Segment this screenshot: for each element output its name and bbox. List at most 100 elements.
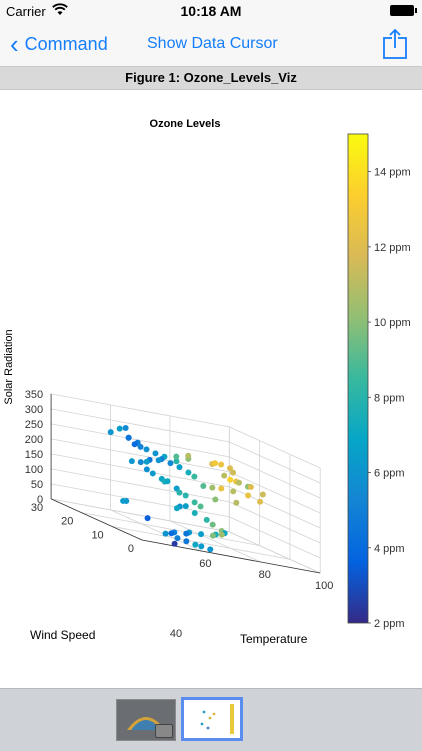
data-point[interactable] xyxy=(209,484,216,491)
data-point[interactable] xyxy=(203,516,210,523)
data-point[interactable] xyxy=(168,530,175,537)
x-tick-label: 100 xyxy=(315,580,333,592)
data-point[interactable] xyxy=(131,441,138,448)
data-point[interactable] xyxy=(212,496,219,503)
data-point[interactable] xyxy=(182,503,189,510)
thumbnail-figure-ozone[interactable] xyxy=(181,697,243,741)
back-button[interactable]: ‹ Command xyxy=(10,22,108,66)
data-point[interactable] xyxy=(162,530,169,537)
data-point[interactable] xyxy=(164,478,171,485)
grid-line xyxy=(51,498,230,533)
data-point[interactable] xyxy=(221,472,228,479)
y-tick-label: 30 xyxy=(31,502,43,514)
data-point[interactable] xyxy=(183,538,190,545)
wind-speed-axis xyxy=(50,498,143,541)
status-bar: Carrier 10:18 AM xyxy=(0,0,422,22)
data-point[interactable] xyxy=(173,453,180,460)
scatter-thumbnail-icon xyxy=(200,704,234,734)
data-point[interactable] xyxy=(209,521,216,528)
y-tick-label: 20 xyxy=(61,516,73,528)
colorbar-tick-label: 6 ppm xyxy=(374,468,405,480)
data-point[interactable] xyxy=(192,541,199,548)
figure-thumbnail-bar xyxy=(0,688,422,751)
data-point[interactable] xyxy=(259,491,266,498)
back-button-label: Command xyxy=(24,33,108,54)
z-tick-label: 150 xyxy=(25,449,43,461)
data-point[interactable] xyxy=(183,530,190,537)
data-point[interactable] xyxy=(198,531,205,538)
clock: 10:18 AM xyxy=(180,3,242,19)
thumbnail-figure-surface[interactable] xyxy=(116,699,176,741)
data-point[interactable] xyxy=(185,469,192,476)
data-point[interactable] xyxy=(171,540,178,547)
figure-title: Figure 1: Ozone_Levels_Viz xyxy=(0,66,422,90)
data-point[interactable] xyxy=(155,457,162,464)
share-icon[interactable] xyxy=(382,28,408,60)
data-point[interactable] xyxy=(120,497,127,504)
data-point[interactable] xyxy=(107,429,114,436)
data-point[interactable] xyxy=(212,460,219,467)
data-point[interactable] xyxy=(176,489,183,496)
grid-line xyxy=(169,520,261,563)
data-point[interactable] xyxy=(218,485,225,492)
data-point[interactable] xyxy=(233,499,240,506)
show-data-cursor-button[interactable]: Show Data Cursor xyxy=(147,35,278,52)
data-point[interactable] xyxy=(173,458,180,465)
data-point[interactable] xyxy=(197,503,204,510)
z-tick-label: 0 xyxy=(37,494,43,506)
data-point[interactable] xyxy=(173,505,180,512)
data-point[interactable] xyxy=(149,470,156,477)
data-point[interactable] xyxy=(137,443,144,450)
data-point[interactable] xyxy=(218,531,225,538)
colorbar-tick-label: 10 ppm xyxy=(374,317,411,329)
data-point[interactable] xyxy=(198,543,205,550)
data-point[interactable] xyxy=(245,492,252,499)
data-point[interactable] xyxy=(137,459,144,466)
data-point[interactable] xyxy=(182,492,189,499)
grid-line xyxy=(229,486,321,529)
grid-line xyxy=(229,441,321,484)
data-point[interactable] xyxy=(207,546,214,553)
wifi-icon xyxy=(52,3,68,15)
x-axis-label: Temperature xyxy=(240,632,308,646)
battery-icon xyxy=(390,5,417,16)
data-point[interactable] xyxy=(200,483,207,490)
ozone-scatter-chart[interactable]: Ozone Levels 0 50 100 150 200 250 300 350 0 10 20 3… xyxy=(0,89,422,689)
data-point[interactable] xyxy=(143,466,150,473)
data-point[interactable] xyxy=(218,461,225,468)
data-point[interactable] xyxy=(257,498,264,505)
z-axis-label: Solar Radiation xyxy=(3,329,15,404)
data-point[interactable] xyxy=(227,476,234,483)
data-point[interactable] xyxy=(185,452,192,459)
data-point[interactable] xyxy=(209,532,216,539)
grid-line xyxy=(229,516,321,559)
data-point[interactable] xyxy=(191,510,198,517)
data-point[interactable] xyxy=(191,499,198,506)
data-point[interactable] xyxy=(174,535,181,542)
data-point[interactable] xyxy=(152,450,159,457)
grid-line xyxy=(229,471,321,514)
x-tick-label: 80 xyxy=(259,569,271,581)
data-point[interactable] xyxy=(143,446,150,453)
data-point[interactable] xyxy=(230,488,237,495)
data-point[interactable] xyxy=(125,434,132,441)
data-point[interactable] xyxy=(235,479,242,486)
data-point[interactable] xyxy=(167,460,174,467)
data-point[interactable] xyxy=(143,458,150,465)
data-point[interactable] xyxy=(176,464,183,471)
chevron-left-icon: ‹ xyxy=(10,29,19,59)
grid-line xyxy=(81,512,260,546)
z-tick-label: 250 xyxy=(25,419,43,431)
grid-line xyxy=(229,531,321,574)
data-point[interactable] xyxy=(227,465,234,472)
data-point[interactable] xyxy=(116,425,123,432)
data-point[interactable] xyxy=(191,473,198,480)
navigation-bar: ‹ Command Show Data Cursor xyxy=(0,22,422,66)
grid-line xyxy=(51,453,230,488)
data-point[interactable] xyxy=(144,515,151,522)
data-point[interactable] xyxy=(230,469,237,476)
data-point[interactable] xyxy=(122,424,129,431)
colorbar-tick-label: 12 ppm xyxy=(374,242,411,254)
data-point[interactable] xyxy=(128,458,135,465)
data-point[interactable] xyxy=(247,484,254,491)
